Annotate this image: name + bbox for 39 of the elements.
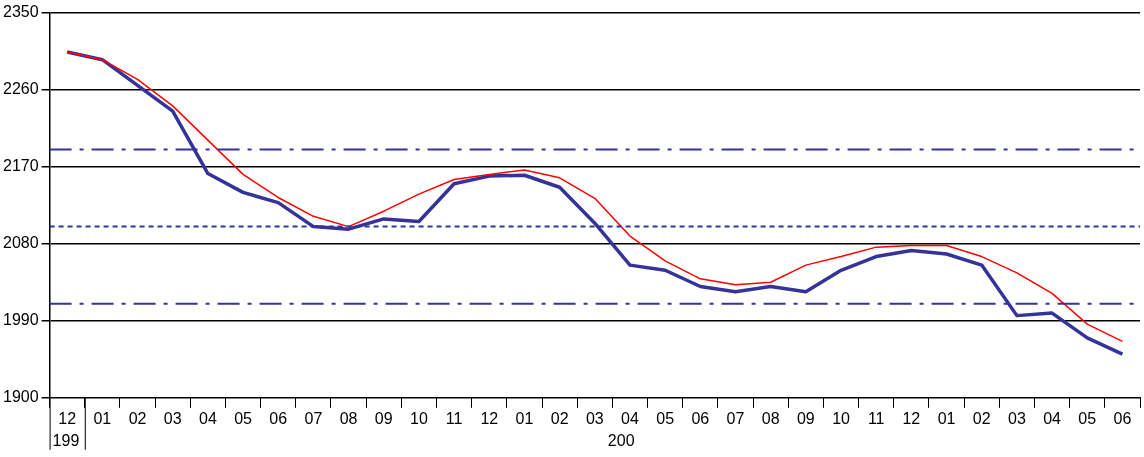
- x-tick-label: 01: [937, 409, 956, 427]
- y-tick-label: 1990: [3, 311, 39, 329]
- x-tick-label: 04: [1043, 409, 1062, 427]
- text: 200: [607, 432, 635, 450]
- x-tick-label: 10: [410, 409, 428, 427]
- x-tick-label: 09: [796, 409, 815, 427]
- x-tick-label: 09: [374, 409, 393, 427]
- x-tick-label: 04: [621, 409, 639, 427]
- x-tick-label: 01: [515, 409, 534, 427]
- x-tick-label: 02: [128, 409, 147, 427]
- x-tick-label: 12: [480, 409, 499, 427]
- x-tick-label: 02: [972, 409, 991, 427]
- x-tick-label: 08: [339, 409, 358, 427]
- x-tick-label: 07: [304, 409, 323, 427]
- x-tick-label: 04: [198, 409, 217, 427]
- x-tick-label: 02: [550, 409, 569, 427]
- x-tick-label: 01: [93, 409, 112, 427]
- x-tick-label: 05: [656, 409, 675, 427]
- y-tick-label: 2350: [3, 3, 39, 21]
- x-tick-label: 12: [58, 409, 77, 427]
- x-tick-label: 05: [234, 409, 253, 427]
- x-tick-label: 03: [585, 409, 604, 427]
- x-tick-label: 05: [1078, 409, 1097, 427]
- y-tick-label: 2080: [3, 234, 39, 252]
- x-tick-label: 03: [163, 409, 182, 427]
- x-tick-label: 11: [445, 409, 463, 427]
- y-tick-label: 1900: [3, 388, 39, 406]
- x-tick-label: 06: [1113, 409, 1132, 427]
- x-tick-label: 03: [1007, 409, 1026, 427]
- y-tick-label: 2170: [3, 157, 39, 175]
- x-tick-label: 11: [867, 409, 885, 427]
- x-tick-label: 06: [691, 409, 710, 427]
- x-tick-label: 06: [269, 409, 288, 427]
- y-tick-label: 2260: [3, 80, 39, 98]
- x-tick-label: 08: [761, 409, 780, 427]
- x-tick-label: 12: [902, 409, 921, 427]
- text: 199: [52, 432, 80, 450]
- x-tick-label: 07: [726, 409, 745, 427]
- x-tick-label: 10: [832, 409, 851, 427]
